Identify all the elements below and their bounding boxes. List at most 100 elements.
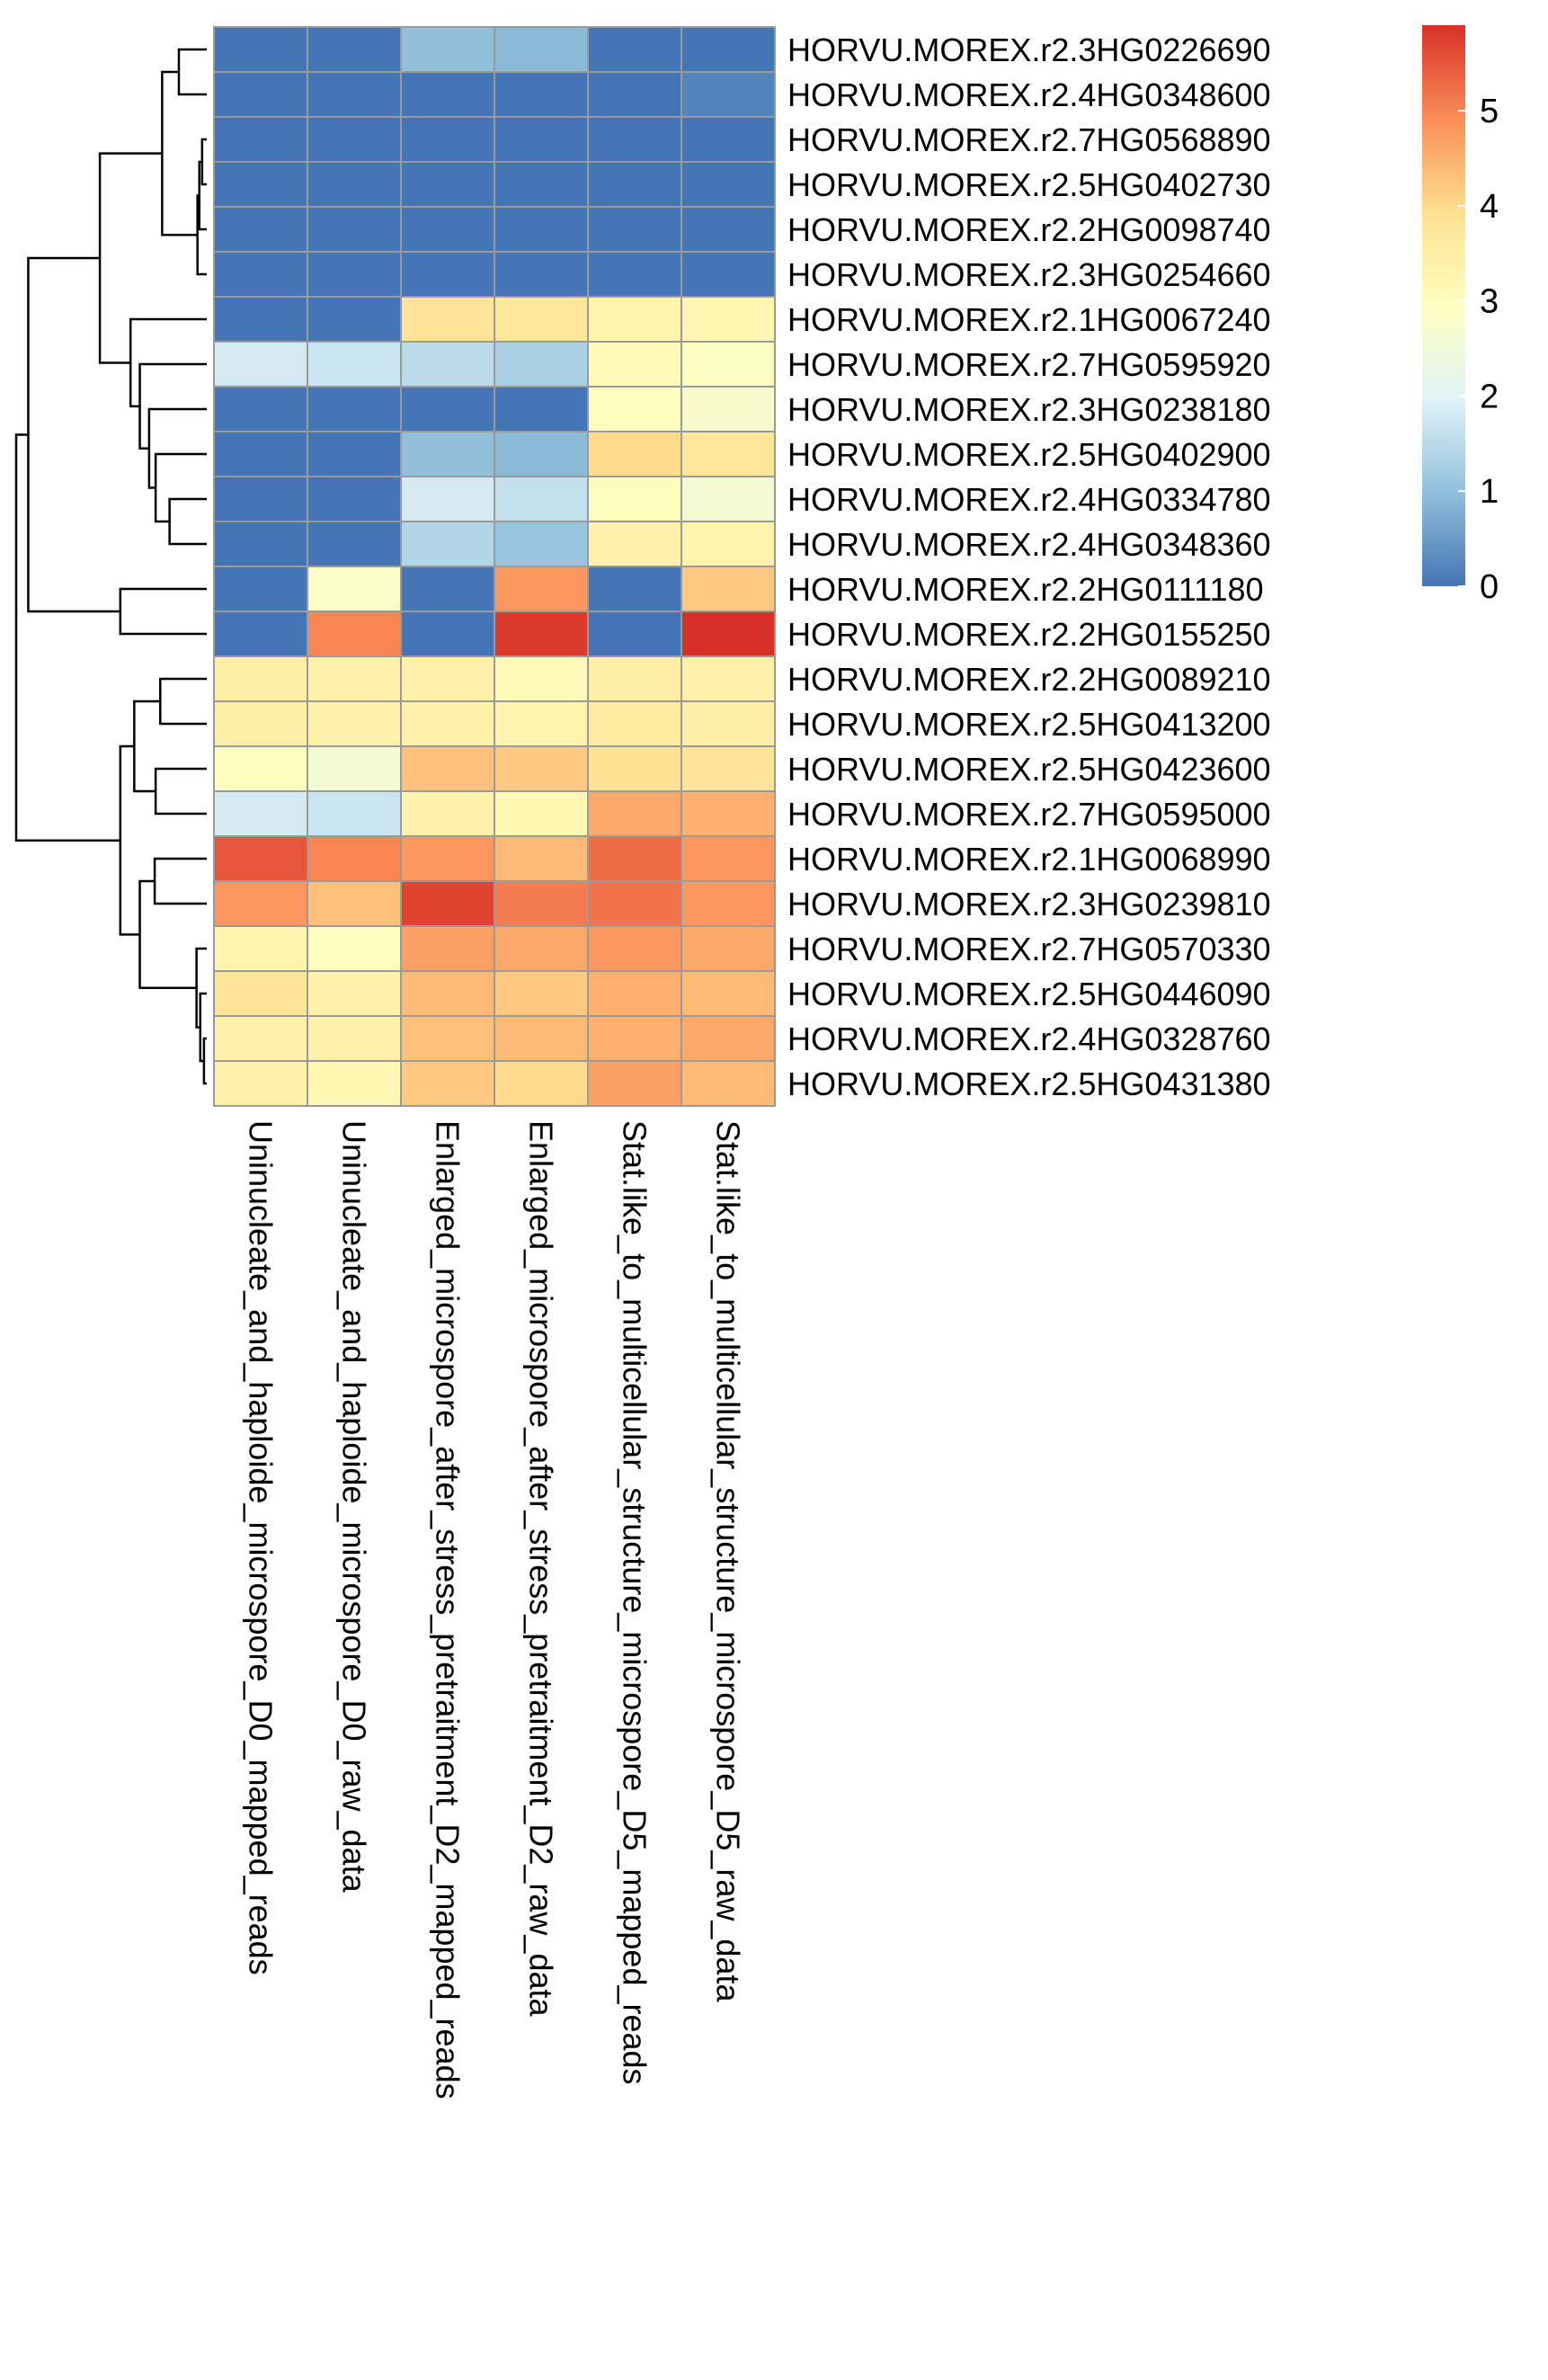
heatmap-cell — [587, 161, 682, 208]
heatmap-cell — [587, 566, 682, 612]
dendrogram-branch — [119, 744, 140, 936]
row-label: HORVU.MOREX.r2.5HG0423600 — [787, 751, 1271, 788]
row-label: HORVU.MOREX.r2.4HG0348360 — [787, 526, 1271, 563]
heatmap-cell — [681, 745, 776, 792]
column-label: Enlarged_microspore_after_stress_pretrai… — [430, 1120, 467, 2099]
legend-tick-label: 3 — [1480, 283, 1499, 321]
heatmap-cell — [400, 296, 495, 343]
heatmap-cell — [494, 700, 589, 747]
row-label: HORVU.MOREX.r2.5HG0402900 — [787, 436, 1271, 473]
dendrogram-branch — [138, 879, 197, 989]
heatmap-cell — [681, 700, 776, 747]
dendrogram-branch — [195, 947, 207, 1029]
dendrogram-branch — [199, 992, 207, 1063]
heatmap-cell — [400, 116, 495, 163]
heatmap-cell — [494, 296, 589, 343]
legend-colorbar — [1422, 25, 1465, 586]
heatmap-cell — [400, 206, 495, 253]
row-label: HORVU.MOREX.r2.7HG0570330 — [787, 931, 1271, 967]
heatmap-cell — [681, 386, 776, 432]
heatmap-cell — [400, 655, 495, 702]
heatmap-cell — [213, 566, 308, 612]
heatmap-cell — [213, 26, 308, 73]
heatmap-cell — [213, 296, 308, 343]
heatmap-cell — [213, 611, 308, 657]
heatmap-cell — [587, 880, 682, 927]
heatmap-cell — [494, 655, 589, 702]
dendrogram-branch — [154, 452, 207, 523]
row-label: HORVU.MOREX.r2.5HG0446090 — [787, 976, 1271, 1012]
heatmap-cell — [307, 161, 402, 208]
heatmap-cell — [400, 566, 495, 612]
heatmap-cell — [681, 1060, 776, 1107]
heatmap-cell — [587, 925, 682, 972]
heatmap-cell — [307, 611, 402, 657]
heatmap-cell — [681, 476, 776, 522]
heatmap-cell — [587, 611, 682, 657]
row-label: HORVU.MOREX.r2.3HG0226690 — [787, 31, 1271, 68]
heatmap-cell — [587, 835, 682, 882]
heatmap-cell — [213, 880, 308, 927]
heatmap-cell — [307, 476, 402, 522]
heatmap-cell — [494, 790, 589, 837]
row-label: HORVU.MOREX.r2.4HG0348600 — [787, 76, 1271, 113]
row-label: HORVU.MOREX.r2.7HG0568890 — [787, 121, 1271, 158]
row-label: HORVU.MOREX.r2.7HG0595000 — [787, 796, 1271, 833]
heatmap-cell — [400, 71, 495, 118]
heatmap-cell — [213, 431, 308, 477]
heatmap-cell — [494, 431, 589, 477]
heatmap-cell — [307, 700, 402, 747]
heatmap-cell — [213, 835, 308, 882]
heatmap-cell — [494, 521, 589, 567]
heatmap-cell — [494, 206, 589, 253]
row-label: HORVU.MOREX.r2.3HG0254660 — [787, 256, 1271, 293]
heatmap-cell — [494, 71, 589, 118]
heatmap-cell — [587, 1060, 682, 1107]
heatmap-cell — [681, 296, 776, 343]
column-label: Uninucleate_and_haploide_microspore_D0_r… — [336, 1120, 373, 1894]
heatmap-cell — [307, 341, 402, 388]
heatmap-cell — [681, 835, 776, 882]
heatmap-cell — [307, 566, 402, 612]
heatmap-cell — [494, 116, 589, 163]
heatmap-cell — [494, 611, 589, 657]
heatmap-cell — [681, 71, 776, 118]
heatmap-cell — [587, 745, 682, 792]
heatmap-cell — [681, 611, 776, 657]
heatmap-cell — [307, 880, 402, 927]
heatmap-cell — [587, 970, 682, 1017]
row-label: HORVU.MOREX.r2.3HG0238180 — [787, 391, 1271, 428]
dendrogram-branch — [200, 138, 207, 186]
heatmap-cell — [307, 1060, 402, 1107]
heatmap-cell — [587, 386, 682, 432]
dendrogram-branch — [14, 433, 120, 842]
heatmap-cell — [400, 341, 495, 388]
row-label: HORVU.MOREX.r2.4HG0334780 — [787, 481, 1271, 518]
heatmap-cell — [400, 476, 495, 522]
row-label: HORVU.MOREX.r2.2HG0111180 — [787, 571, 1264, 608]
heatmap-cell — [587, 26, 682, 73]
heatmap-cell — [400, 431, 495, 477]
dendrogram-branch — [168, 497, 207, 546]
row-dendrogram — [14, 48, 207, 1085]
heatmap-cell — [400, 790, 495, 837]
heatmap-cell — [587, 700, 682, 747]
heatmap-cell — [213, 970, 308, 1017]
heatmap-cell — [681, 26, 776, 73]
heatmap-cell — [494, 745, 589, 792]
dendrogram-branch — [27, 256, 120, 613]
dendrogram-branch — [133, 700, 161, 793]
heatmap-cell — [494, 880, 589, 927]
column-labels: Uninucleate_and_haploide_microspore_D0_m… — [243, 1120, 747, 2099]
dendrogram-branch — [161, 70, 198, 236]
heatmap-cell — [494, 1060, 589, 1107]
heatmap-cell — [681, 251, 776, 298]
heatmap-cell — [400, 1015, 495, 1062]
row-label: HORVU.MOREX.r2.5HG0413200 — [787, 706, 1271, 743]
heatmap-cell — [213, 700, 308, 747]
heatmap-cell — [494, 925, 589, 972]
heatmap-cell — [213, 341, 308, 388]
legend-tick-label: 0 — [1480, 568, 1499, 606]
heatmap-cell — [494, 251, 589, 298]
row-label: HORVU.MOREX.r2.5HG0431380 — [787, 1065, 1271, 1102]
